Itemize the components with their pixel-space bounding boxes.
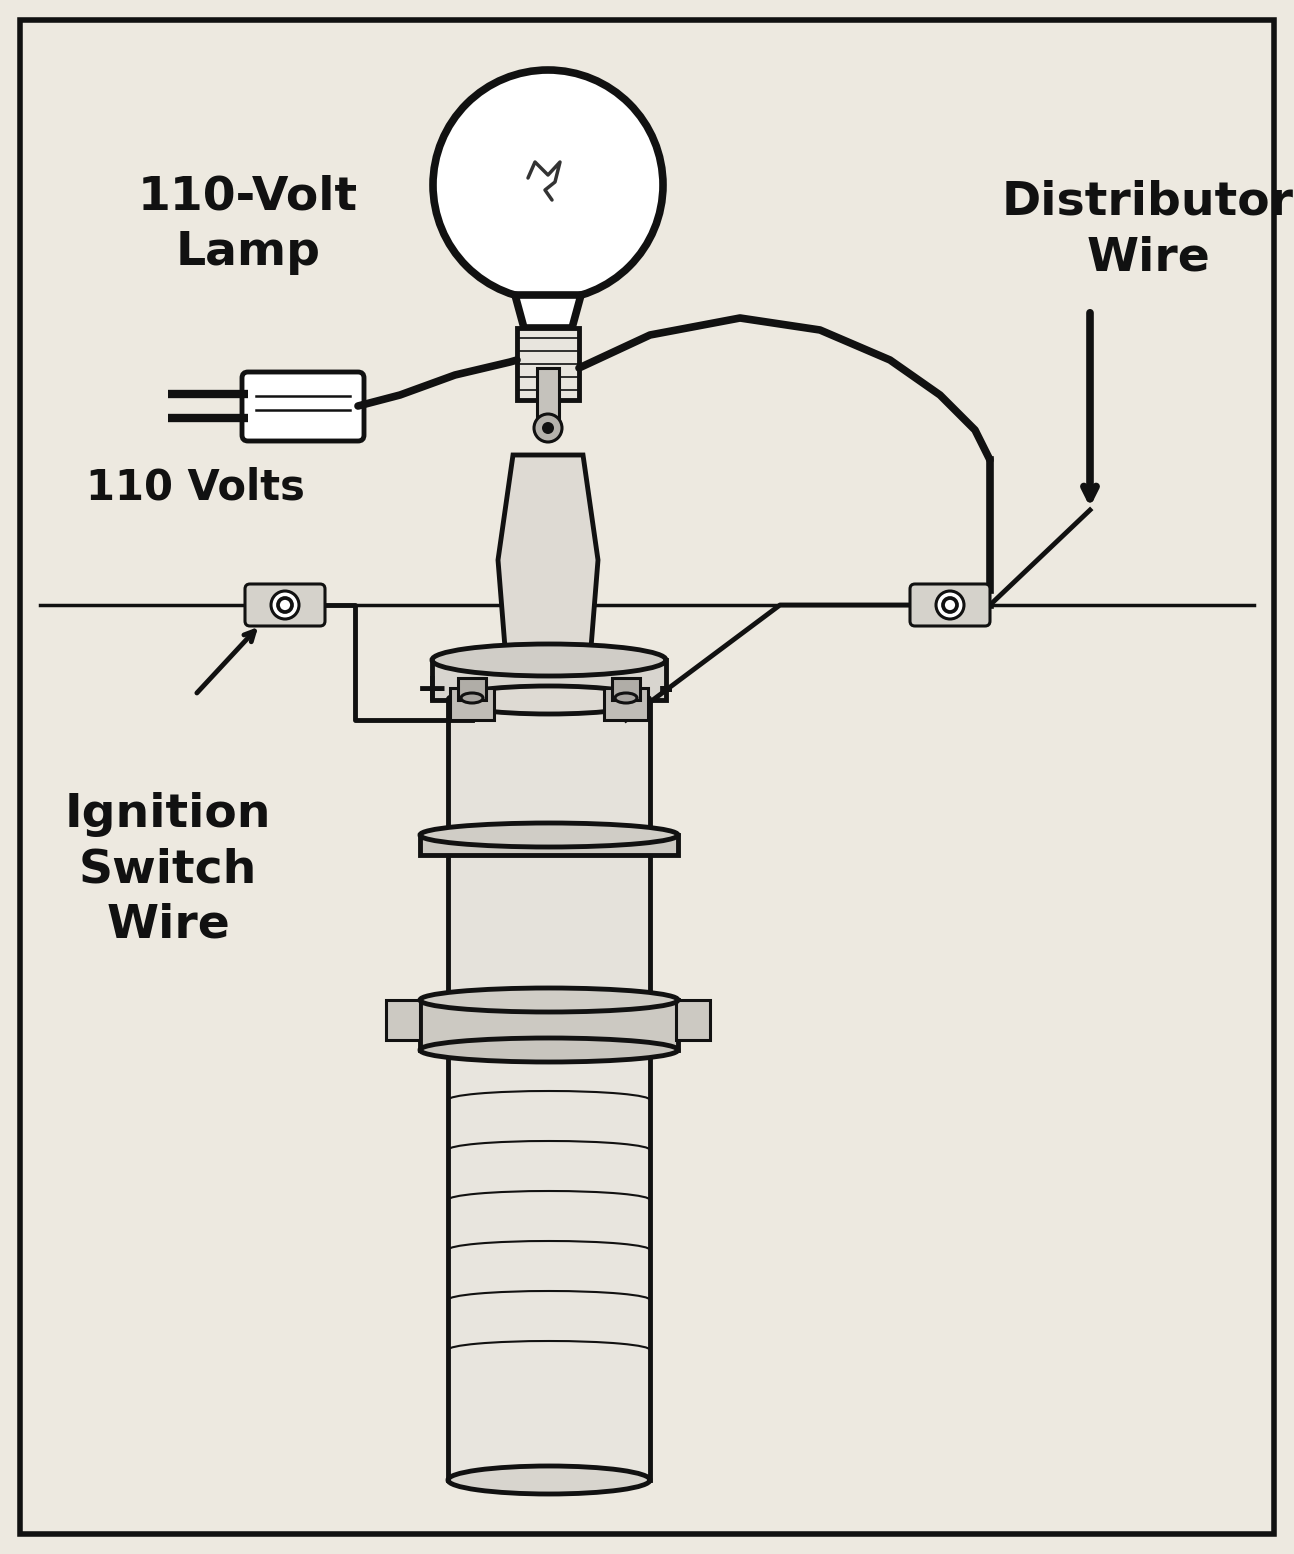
Bar — [450, 688, 494, 720]
Text: -: - — [657, 671, 674, 709]
Circle shape — [270, 591, 299, 618]
Bar — [448, 834, 650, 1051]
Circle shape — [943, 598, 958, 612]
Ellipse shape — [448, 685, 650, 713]
Circle shape — [936, 591, 964, 618]
Polygon shape — [515, 295, 581, 328]
Bar — [675, 1001, 710, 1040]
Circle shape — [433, 70, 663, 300]
Text: 110 Volts: 110 Volts — [85, 468, 304, 510]
Bar — [604, 688, 648, 720]
FancyBboxPatch shape — [910, 584, 990, 626]
Ellipse shape — [421, 1038, 678, 1061]
Bar — [518, 328, 578, 399]
Bar — [458, 678, 487, 699]
Bar — [421, 834, 678, 855]
Bar — [386, 1001, 421, 1040]
Ellipse shape — [461, 693, 483, 702]
Bar — [612, 678, 641, 699]
Ellipse shape — [448, 1465, 650, 1493]
Polygon shape — [498, 455, 598, 660]
Bar — [537, 368, 559, 427]
Bar — [421, 1001, 678, 1051]
Ellipse shape — [421, 988, 678, 1012]
Text: +: + — [415, 671, 448, 709]
Text: Distributor
Wire: Distributor Wire — [1002, 180, 1294, 280]
Ellipse shape — [432, 643, 666, 676]
Ellipse shape — [421, 824, 678, 847]
Bar — [448, 1051, 650, 1479]
Bar — [432, 660, 666, 699]
Text: 110-Volt
Lamp: 110-Volt Lamp — [138, 174, 358, 275]
Bar — [448, 699, 650, 834]
Circle shape — [278, 598, 292, 612]
FancyBboxPatch shape — [245, 584, 325, 626]
FancyBboxPatch shape — [242, 371, 364, 441]
Circle shape — [542, 423, 554, 434]
Circle shape — [534, 413, 562, 441]
Ellipse shape — [615, 693, 637, 702]
Text: Ignition
Switch
Wire: Ignition Switch Wire — [65, 793, 272, 948]
